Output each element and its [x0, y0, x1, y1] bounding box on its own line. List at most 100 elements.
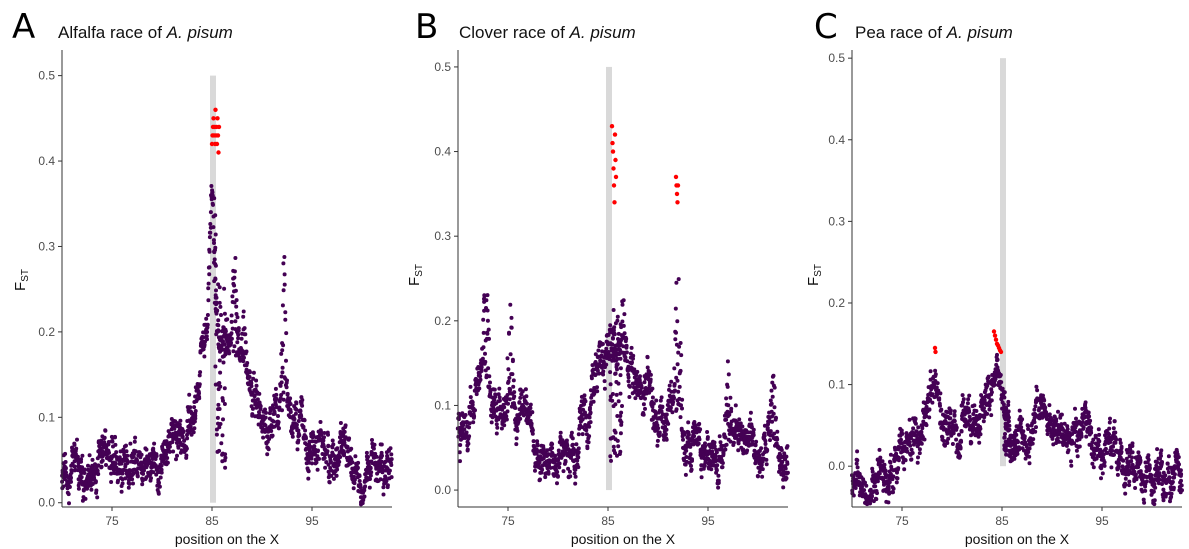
data-point: [1002, 405, 1007, 410]
data-point: [587, 415, 592, 420]
data-point: [472, 414, 477, 419]
data-point: [481, 345, 486, 350]
data-point: [1108, 440, 1113, 445]
data-point: [1152, 482, 1157, 487]
data-point: [1126, 472, 1131, 477]
data-point: [759, 463, 764, 467]
data-point: [702, 463, 707, 468]
outlier-point: [213, 107, 218, 113]
data-point: [575, 458, 580, 463]
y-tick-label: 0.1: [434, 398, 451, 412]
data-point: [483, 359, 488, 364]
data-point: [323, 465, 328, 470]
x-axis-label: position on the X: [965, 531, 1070, 547]
data-point: [331, 442, 336, 447]
data-point: [276, 426, 281, 431]
data-point: [83, 496, 88, 501]
data-point: [221, 360, 226, 365]
y-tick-label: 0.2: [38, 325, 55, 339]
data-point: [961, 408, 966, 413]
data-point: [543, 475, 548, 480]
data-point: [650, 395, 655, 400]
data-point: [563, 459, 568, 464]
data-point: [1161, 487, 1166, 492]
data-point: [207, 235, 212, 240]
data-point: [383, 475, 388, 480]
data-point: [624, 336, 629, 341]
data-point: [1129, 459, 1134, 464]
data-point: [125, 461, 130, 465]
data-point: [653, 412, 658, 417]
data-point: [193, 394, 198, 399]
panel-title-prefix: Pea race of: [855, 23, 947, 42]
data-point: [785, 470, 790, 475]
data-point: [283, 317, 288, 322]
data-point: [886, 483, 891, 488]
data-point: [895, 470, 899, 475]
data-point: [643, 386, 648, 390]
data-point: [887, 480, 892, 485]
data-point: [1035, 388, 1040, 393]
data-point: [909, 457, 914, 462]
data-point: [1125, 450, 1130, 455]
data-point: [676, 350, 681, 355]
outlier-point: [992, 333, 998, 338]
data-point: [479, 365, 484, 370]
data-point: [1177, 462, 1181, 467]
data-point: [388, 446, 393, 451]
data-point: [651, 401, 656, 406]
data-point: [1130, 450, 1135, 455]
data-point: [367, 485, 372, 490]
data-point: [762, 433, 767, 438]
data-point: [174, 457, 178, 462]
y-axis-label: FST: [406, 264, 425, 286]
data-point: [1115, 472, 1120, 477]
data-point: [692, 434, 697, 439]
data-point: [724, 417, 729, 422]
data-point: [613, 371, 618, 376]
data-point: [611, 336, 615, 341]
data-point: [927, 415, 932, 420]
data-point: [463, 413, 468, 417]
data-point: [126, 485, 131, 490]
data-point: [362, 494, 367, 499]
data-point: [172, 426, 177, 431]
data-point: [864, 483, 869, 488]
data-point: [219, 313, 223, 317]
data-point: [632, 367, 637, 372]
data-point: [959, 429, 964, 434]
data-point: [727, 412, 732, 417]
data-point: [936, 388, 941, 393]
data-point: [1169, 494, 1174, 499]
data-point: [1045, 432, 1050, 437]
data-point: [288, 410, 293, 414]
data-point: [280, 370, 285, 375]
data-point: [517, 400, 522, 405]
data-point: [102, 435, 107, 440]
data-point: [119, 461, 124, 466]
data-point: [1165, 461, 1170, 466]
data-point: [1032, 407, 1037, 412]
data-point: [601, 369, 606, 374]
data-point: [595, 389, 600, 394]
data-point: [116, 471, 121, 476]
data-point: [760, 474, 765, 479]
data-point: [220, 433, 225, 438]
data-point: [615, 314, 620, 319]
outlier-point: [613, 157, 618, 163]
data-point: [468, 410, 473, 415]
data-point: [380, 453, 384, 458]
data-point: [499, 426, 504, 431]
data-point: [769, 401, 774, 406]
data-point: [79, 471, 84, 476]
data-point: [508, 387, 513, 392]
data-point: [213, 245, 218, 250]
data-point: [197, 373, 202, 378]
data-point: [1003, 439, 1008, 444]
data-point: [96, 472, 101, 477]
x-tick-label: 75: [895, 514, 909, 528]
data-point: [334, 473, 339, 478]
data-point: [1144, 479, 1149, 484]
data-point: [116, 478, 120, 483]
data-point: [785, 461, 790, 466]
